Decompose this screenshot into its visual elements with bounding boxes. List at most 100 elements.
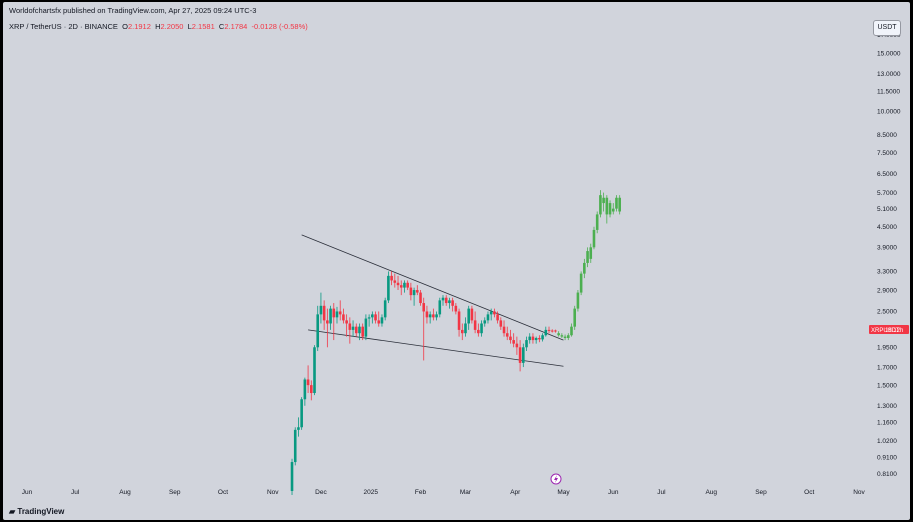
candle — [354, 326, 358, 334]
candle — [416, 290, 419, 293]
candle — [496, 314, 499, 321]
candle — [361, 326, 364, 337]
projection-candle — [615, 197, 618, 209]
candle — [390, 275, 393, 281]
candle — [393, 280, 397, 283]
lightning-icon[interactable] — [550, 473, 562, 485]
candle — [477, 329, 480, 334]
candle — [464, 323, 467, 334]
candle — [441, 297, 445, 301]
candle — [438, 300, 442, 315]
y-tick-label: 1.5000 — [877, 382, 897, 389]
candle — [525, 340, 528, 348]
y-tick-label: 2.9000 — [877, 287, 897, 294]
candle — [509, 336, 512, 341]
candle — [480, 323, 483, 334]
candle — [428, 314, 432, 318]
y-tick-label: 3.9000 — [877, 245, 897, 252]
projection-candle — [586, 251, 589, 263]
x-tick-label: Sep — [755, 489, 767, 496]
candle — [499, 320, 503, 327]
candle — [326, 320, 329, 324]
candle — [493, 311, 496, 315]
price-chart[interactable]: 17.000015.000013.000011.500010.00008.500… — [3, 2, 910, 520]
y-tick-label: 8.5000 — [877, 132, 897, 139]
y-tick-label: 1.3000 — [877, 403, 897, 410]
x-tick-label: 2025 — [363, 489, 378, 496]
candle — [380, 317, 384, 324]
candle — [345, 320, 348, 324]
candle — [377, 320, 381, 324]
x-tick-label: Sep — [169, 489, 181, 496]
x-tick-label: Dec — [315, 489, 327, 496]
candle — [444, 297, 448, 304]
candle — [467, 308, 470, 324]
price-tag-background — [869, 325, 909, 334]
price-tag-symbol: XRPUSDT — [871, 328, 900, 334]
projection-candle — [592, 229, 596, 248]
symbol-name: XRP / TetherUS · 2D · BINANCE — [9, 22, 118, 31]
projection-candle — [579, 273, 583, 293]
candle — [457, 311, 461, 330]
candle — [371, 314, 374, 318]
y-tick-label: 0.9100 — [877, 454, 897, 461]
x-tick-label: Feb — [415, 489, 427, 496]
x-tick-label: May — [557, 489, 570, 496]
candle — [502, 326, 506, 334]
trendlines — [301, 234, 564, 367]
x-tick-label: Apr — [510, 489, 521, 496]
candle — [486, 314, 490, 321]
candle — [460, 329, 464, 334]
y-tick-label: 3.3000 — [877, 269, 897, 276]
x-tick-label: Jun — [608, 489, 619, 496]
y-tick-label: 7.5000 — [877, 150, 897, 157]
candle — [348, 323, 352, 330]
x-tick-label: Mar — [460, 489, 472, 496]
x-tick-label: Jun — [22, 489, 33, 496]
candle — [435, 314, 438, 318]
candle — [554, 330, 557, 332]
x-tick-label: Oct — [218, 489, 228, 496]
candles — [290, 271, 557, 496]
y-tick-label: 13.0000 — [877, 71, 901, 78]
candle — [512, 340, 515, 344]
projection-candle — [605, 197, 609, 215]
candle — [364, 318, 368, 337]
candle — [419, 292, 422, 304]
y-tick-label: 1.9500 — [877, 344, 897, 351]
candle — [515, 343, 519, 348]
candle — [425, 311, 429, 318]
y-tick-label: 1.1600 — [877, 419, 897, 426]
candle — [422, 303, 426, 312]
publisher-note: Worldofchartsfx published on TradingView… — [9, 6, 257, 15]
candle — [293, 429, 297, 463]
currency-button[interactable]: USDT — [873, 20, 901, 36]
projection-candle — [589, 247, 593, 259]
candle — [547, 329, 551, 331]
candle — [518, 347, 522, 363]
x-tick-label: Nov — [853, 489, 865, 496]
projection-candle — [618, 197, 621, 212]
projection-candle — [583, 262, 586, 274]
y-tick-label: 4.5000 — [877, 224, 897, 231]
projection-candle — [566, 335, 570, 338]
candle — [451, 300, 454, 306]
y-tick-label: 5.7000 — [877, 190, 897, 197]
y-tick-label: 0.8100 — [877, 471, 897, 478]
open-key: O — [122, 22, 128, 31]
open-value: 2.1912 — [127, 22, 151, 31]
projection-candle — [611, 208, 615, 212]
candle — [406, 282, 409, 288]
candle — [313, 347, 316, 394]
candle — [351, 326, 355, 330]
candle — [396, 282, 400, 286]
candle — [544, 329, 548, 336]
projection-candle — [563, 336, 567, 338]
projection-candle — [576, 292, 580, 309]
projection-candle — [560, 335, 564, 337]
x-tick-label: Aug — [119, 489, 131, 496]
projection-candle — [608, 203, 612, 215]
candle — [335, 311, 339, 318]
close-key: C — [218, 22, 225, 31]
candle — [367, 317, 371, 319]
